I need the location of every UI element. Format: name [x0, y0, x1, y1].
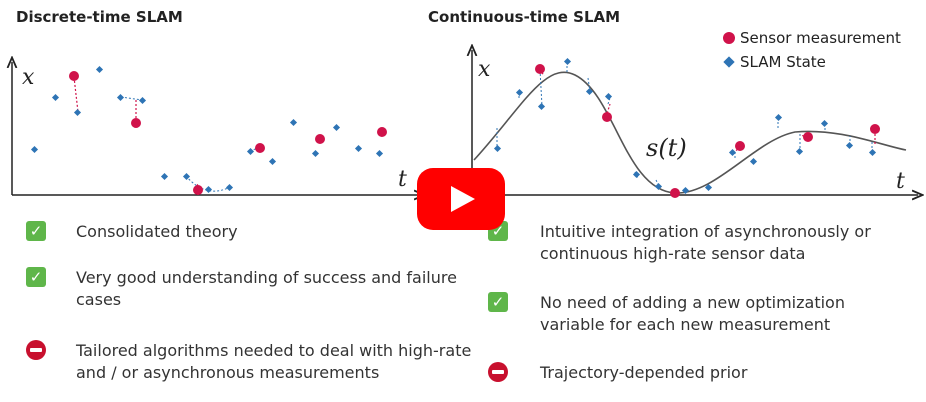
right-y-label: x — [478, 57, 491, 82]
right-pro-2: ✓ No need of adding a new optimization v… — [488, 292, 845, 336]
legend: Sensor measurement SLAM State — [718, 26, 901, 74]
left-y-label: x — [22, 65, 35, 90]
legend-item-state: SLAM State — [718, 50, 901, 74]
measurement-marker-icon — [723, 32, 735, 44]
right-x-label: t — [896, 169, 905, 194]
left-pro-2: ✓ Very good understanding of success and… — [26, 267, 457, 311]
left-con-1: Tailored algorithms needed to deal with … — [26, 340, 471, 384]
right-state-links — [496, 62, 873, 187]
youtube-play-icon[interactable] — [417, 168, 505, 230]
curve-label: s(t) — [646, 134, 687, 162]
no-entry-icon — [26, 340, 46, 360]
left-panel-title: Discrete-time SLAM — [16, 8, 183, 26]
trajectory-curve — [473, 71, 907, 194]
left-association-lines — [73, 76, 199, 191]
checkmark-icon: ✓ — [488, 292, 508, 312]
right-measurement-links — [539, 68, 876, 153]
legend-item-measurement: Sensor measurement — [718, 26, 901, 50]
checkmark-icon: ✓ — [26, 267, 46, 287]
left-slam-states — [30, 65, 384, 194]
right-panel-title: Continuous-time SLAM — [428, 8, 621, 26]
checkmark-icon: ✓ — [26, 221, 46, 241]
right-pro-1: ✓ Intuitive integration of asynchronousl… — [488, 221, 871, 265]
right-measurements — [535, 64, 880, 198]
state-marker-icon — [723, 56, 735, 68]
left-measurements — [69, 71, 387, 195]
left-x-label: t — [398, 167, 407, 192]
right-con-1: Trajectory-depended prior — [488, 362, 747, 384]
right-slam-states — [493, 57, 877, 195]
left-pro-1: ✓ Consolidated theory — [26, 221, 238, 243]
no-entry-icon — [488, 362, 508, 382]
